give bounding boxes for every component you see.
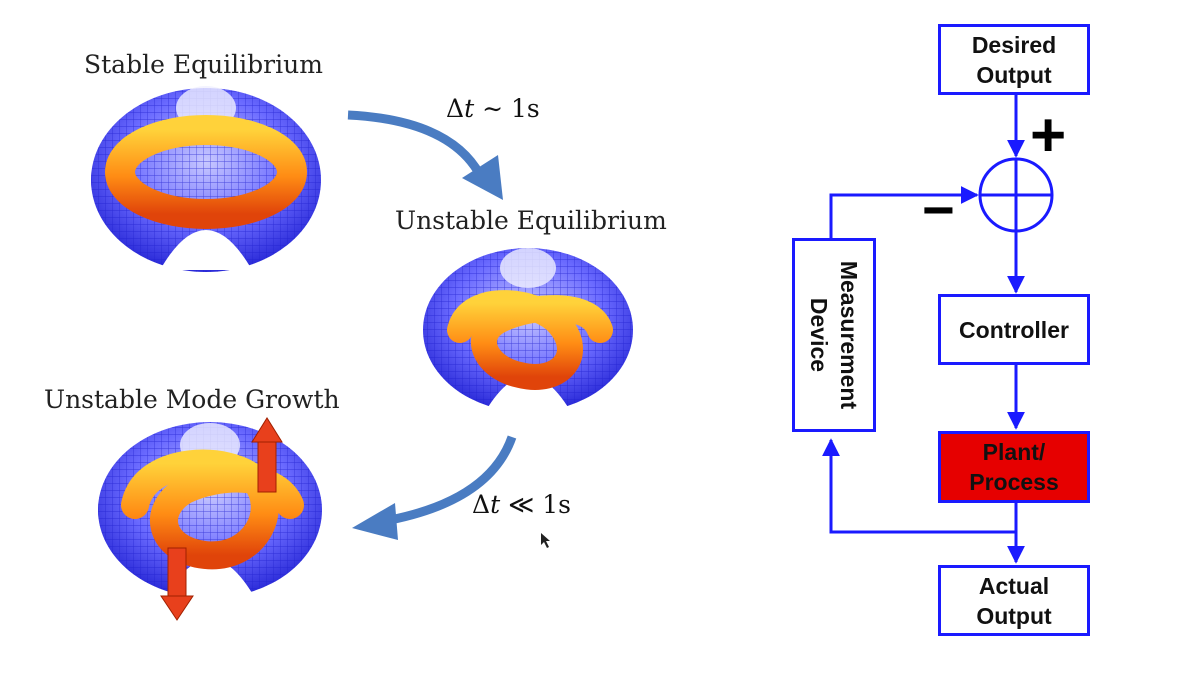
flow-arrow-2-icon <box>352 435 517 540</box>
timescale-label-1: Δt ∼ 1s <box>446 94 540 123</box>
desired-output-line-1: Desired <box>971 31 1057 58</box>
measurement-line-2: Device <box>806 297 832 373</box>
growth-arrow-up-icon <box>251 417 283 493</box>
actual-output-box: Actual Output <box>938 565 1090 636</box>
actual-output-line-2: Output <box>976 602 1052 629</box>
unstable-torus-illustration <box>423 248 633 412</box>
desired-output-box: Desired Output <box>938 24 1090 95</box>
stable-equilibrium-label: Stable Equilibrium <box>84 50 323 79</box>
plant-line-1: Plant/ <box>982 439 1046 465</box>
mode-growth-torus-illustration <box>98 422 322 598</box>
feedback-loop-lines <box>822 95 1054 564</box>
measurement-line-1: Measurement <box>836 260 862 410</box>
mouse-cursor-icon <box>541 533 550 548</box>
unstable-mode-growth-label: Unstable Mode Growth <box>44 385 340 414</box>
measurement-device-box: Measurement Device <box>792 238 876 432</box>
minus-sign: − <box>922 178 955 241</box>
timescale-label-2: Δt ≪ 1s <box>472 490 571 519</box>
plant-process-box: Plant/ Process <box>938 431 1090 503</box>
plant-line-2: Process <box>969 469 1059 495</box>
stable-torus-illustration <box>91 86 321 272</box>
flow-arrow-1-icon <box>347 110 503 200</box>
desired-output-line-2: Output <box>976 61 1052 88</box>
plus-sign: + <box>1030 101 1067 170</box>
controller-box: Controller <box>938 294 1090 365</box>
actual-output-line-1: Actual <box>978 572 1050 599</box>
unstable-equilibrium-label: Unstable Equilibrium <box>395 206 667 235</box>
growth-arrow-down-icon <box>160 547 194 621</box>
